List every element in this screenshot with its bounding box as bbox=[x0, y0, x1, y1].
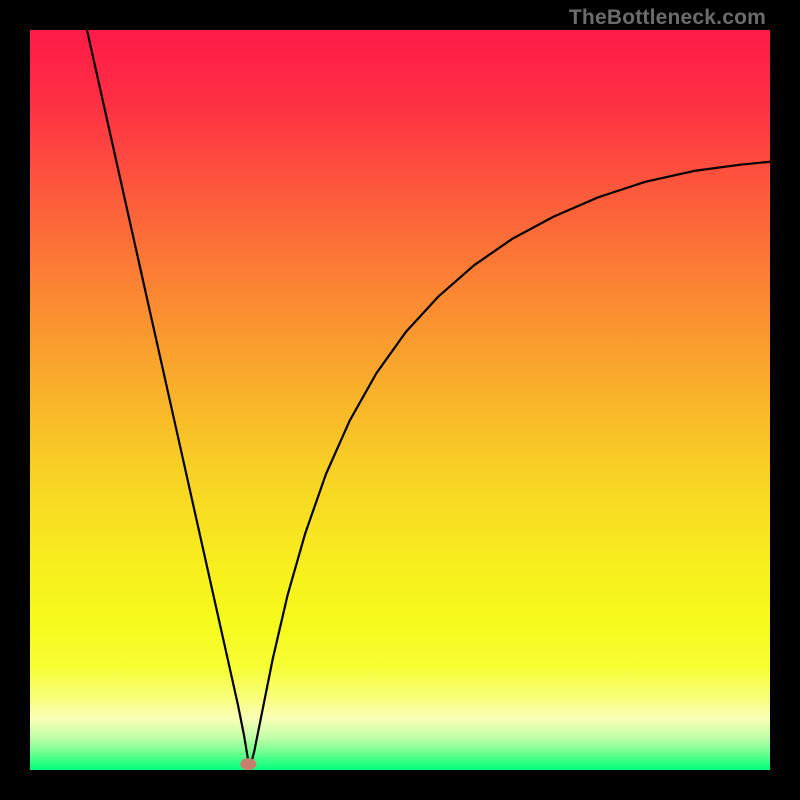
chart-frame: TheBottleneck.com bbox=[0, 0, 800, 800]
plot-area bbox=[30, 30, 770, 770]
plot-svg bbox=[30, 30, 770, 770]
gradient-background bbox=[30, 30, 770, 770]
watermark-text: TheBottleneck.com bbox=[569, 6, 766, 30]
apex-marker bbox=[240, 758, 256, 770]
